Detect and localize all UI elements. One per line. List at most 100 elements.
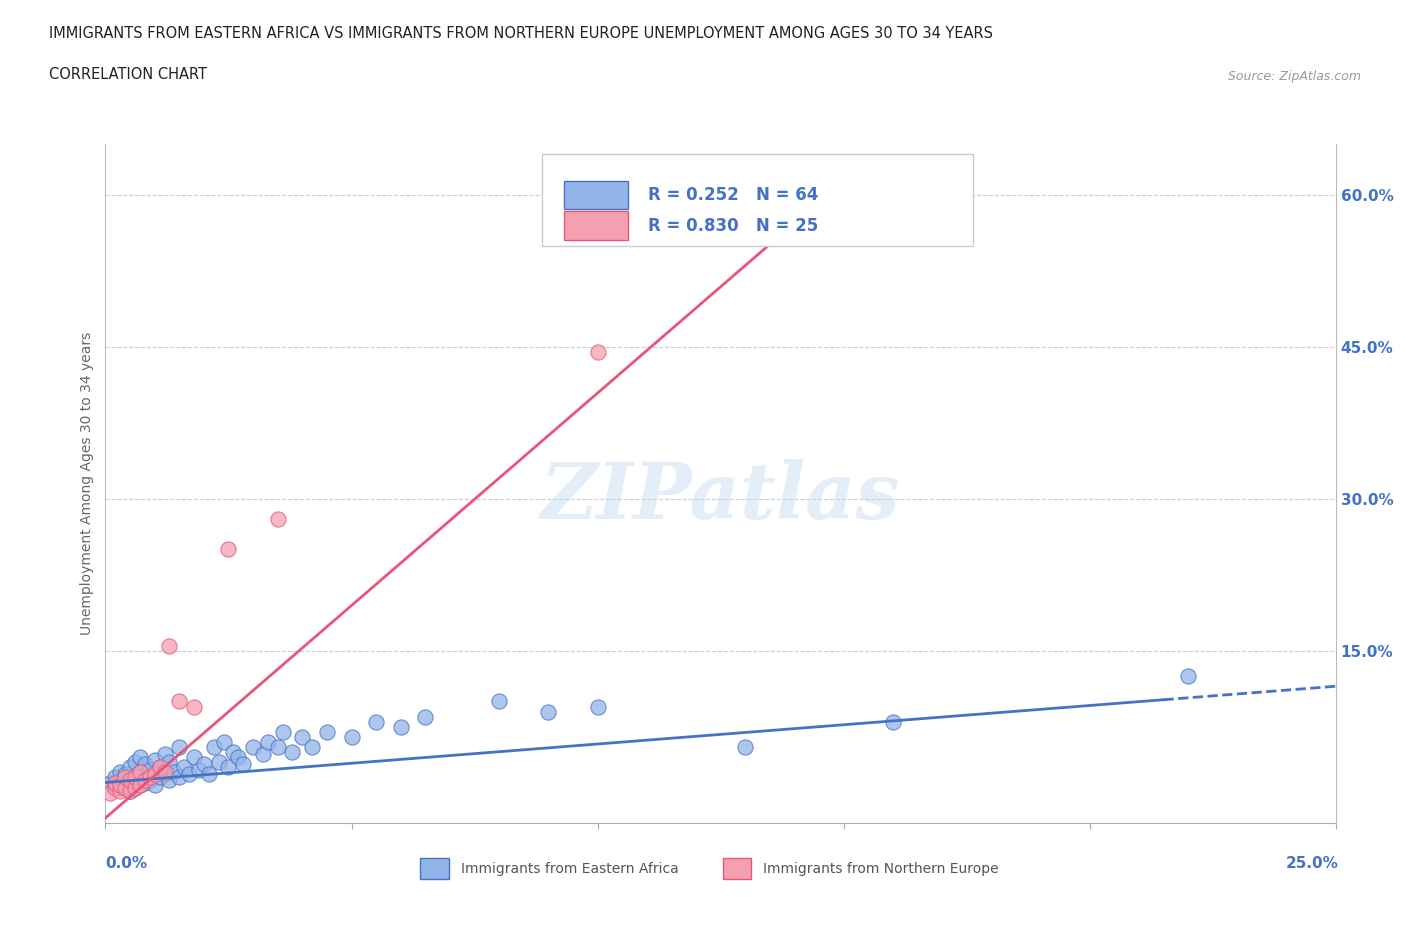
Point [169,739,191,754]
Point [159,755,180,770]
Point [586,344,609,359]
Point [281,745,304,760]
Point [173,760,195,775]
Point [129,750,152,764]
Point [114,777,136,792]
Text: Immigrants from Northern Europe: Immigrants from Northern Europe [763,861,1000,876]
Point [208,755,231,770]
Point [110,780,132,795]
Point [228,750,250,764]
Point [143,752,166,767]
Point [149,760,172,775]
Point [114,780,136,795]
Point [110,773,132,788]
Text: IMMIGRANTS FROM EASTERN AFRICA VS IMMIGRANTS FROM NORTHERN EUROPE UNEMPLOYMENT A: IMMIGRANTS FROM EASTERN AFRICA VS IMMIGR… [49,26,993,41]
Point [134,773,156,788]
Point [104,775,127,790]
Point [159,638,180,653]
Point [413,710,436,724]
Point [169,694,191,709]
Point [129,765,152,780]
Point [366,714,388,729]
Point [188,763,211,777]
Point [129,777,152,792]
Point [267,739,290,754]
Point [340,729,363,744]
Point [120,773,141,788]
Text: Immigrants from Eastern Africa: Immigrants from Eastern Africa [461,861,679,876]
Point [124,770,146,785]
Point [138,763,162,777]
Point [129,765,152,780]
Point [110,777,132,792]
Point [537,704,560,719]
Point [267,512,290,526]
Point [104,780,127,795]
Point [134,775,156,790]
Point [193,757,215,772]
Point [807,207,830,222]
Point [882,714,904,729]
Point [138,770,162,785]
Point [120,775,141,790]
Point [124,770,146,785]
Point [169,770,191,785]
Point [586,699,609,714]
Point [104,770,127,785]
Point [143,777,166,792]
Point [110,765,132,780]
Point [98,775,122,790]
Point [110,783,132,798]
Point [124,780,146,795]
Point [143,767,166,782]
Point [488,694,510,709]
Point [114,770,136,785]
Point [218,542,240,557]
Point [252,747,274,762]
FancyBboxPatch shape [543,154,973,246]
Point [149,760,172,775]
Point [163,765,186,780]
Text: CORRELATION CHART: CORRELATION CHART [49,67,207,82]
Point [138,773,162,788]
Point [153,765,176,780]
Text: R = 0.252   N = 64: R = 0.252 N = 64 [648,186,818,204]
Point [179,767,201,782]
Point [315,724,337,739]
Text: 0.0%: 0.0% [105,856,148,870]
Point [232,757,254,772]
Point [222,745,245,760]
Point [104,777,127,792]
Point [212,735,235,750]
Y-axis label: Unemployment Among Ages 30 to 34 years: Unemployment Among Ages 30 to 34 years [80,332,94,635]
Point [734,739,756,754]
Point [129,777,152,792]
Point [202,739,225,754]
Point [134,757,156,772]
Point [257,735,280,750]
Text: ZIPatlas: ZIPatlas [541,458,900,536]
Point [124,780,146,795]
Point [124,755,146,770]
FancyBboxPatch shape [564,180,628,209]
Text: R = 0.830   N = 25: R = 0.830 N = 25 [648,217,818,234]
Point [153,747,176,762]
Point [149,770,172,785]
Point [120,760,141,775]
Point [98,785,122,800]
Text: Source: ZipAtlas.com: Source: ZipAtlas.com [1227,70,1361,83]
Point [271,724,294,739]
Point [120,783,141,798]
Point [114,767,136,782]
Point [291,729,314,744]
Point [183,750,205,764]
Text: 25.0%: 25.0% [1285,856,1339,870]
Point [197,767,219,782]
Point [159,773,180,788]
Point [389,719,412,734]
Point [1177,669,1199,684]
Point [218,760,240,775]
Point [120,783,141,798]
Point [183,699,205,714]
Point [242,739,264,754]
